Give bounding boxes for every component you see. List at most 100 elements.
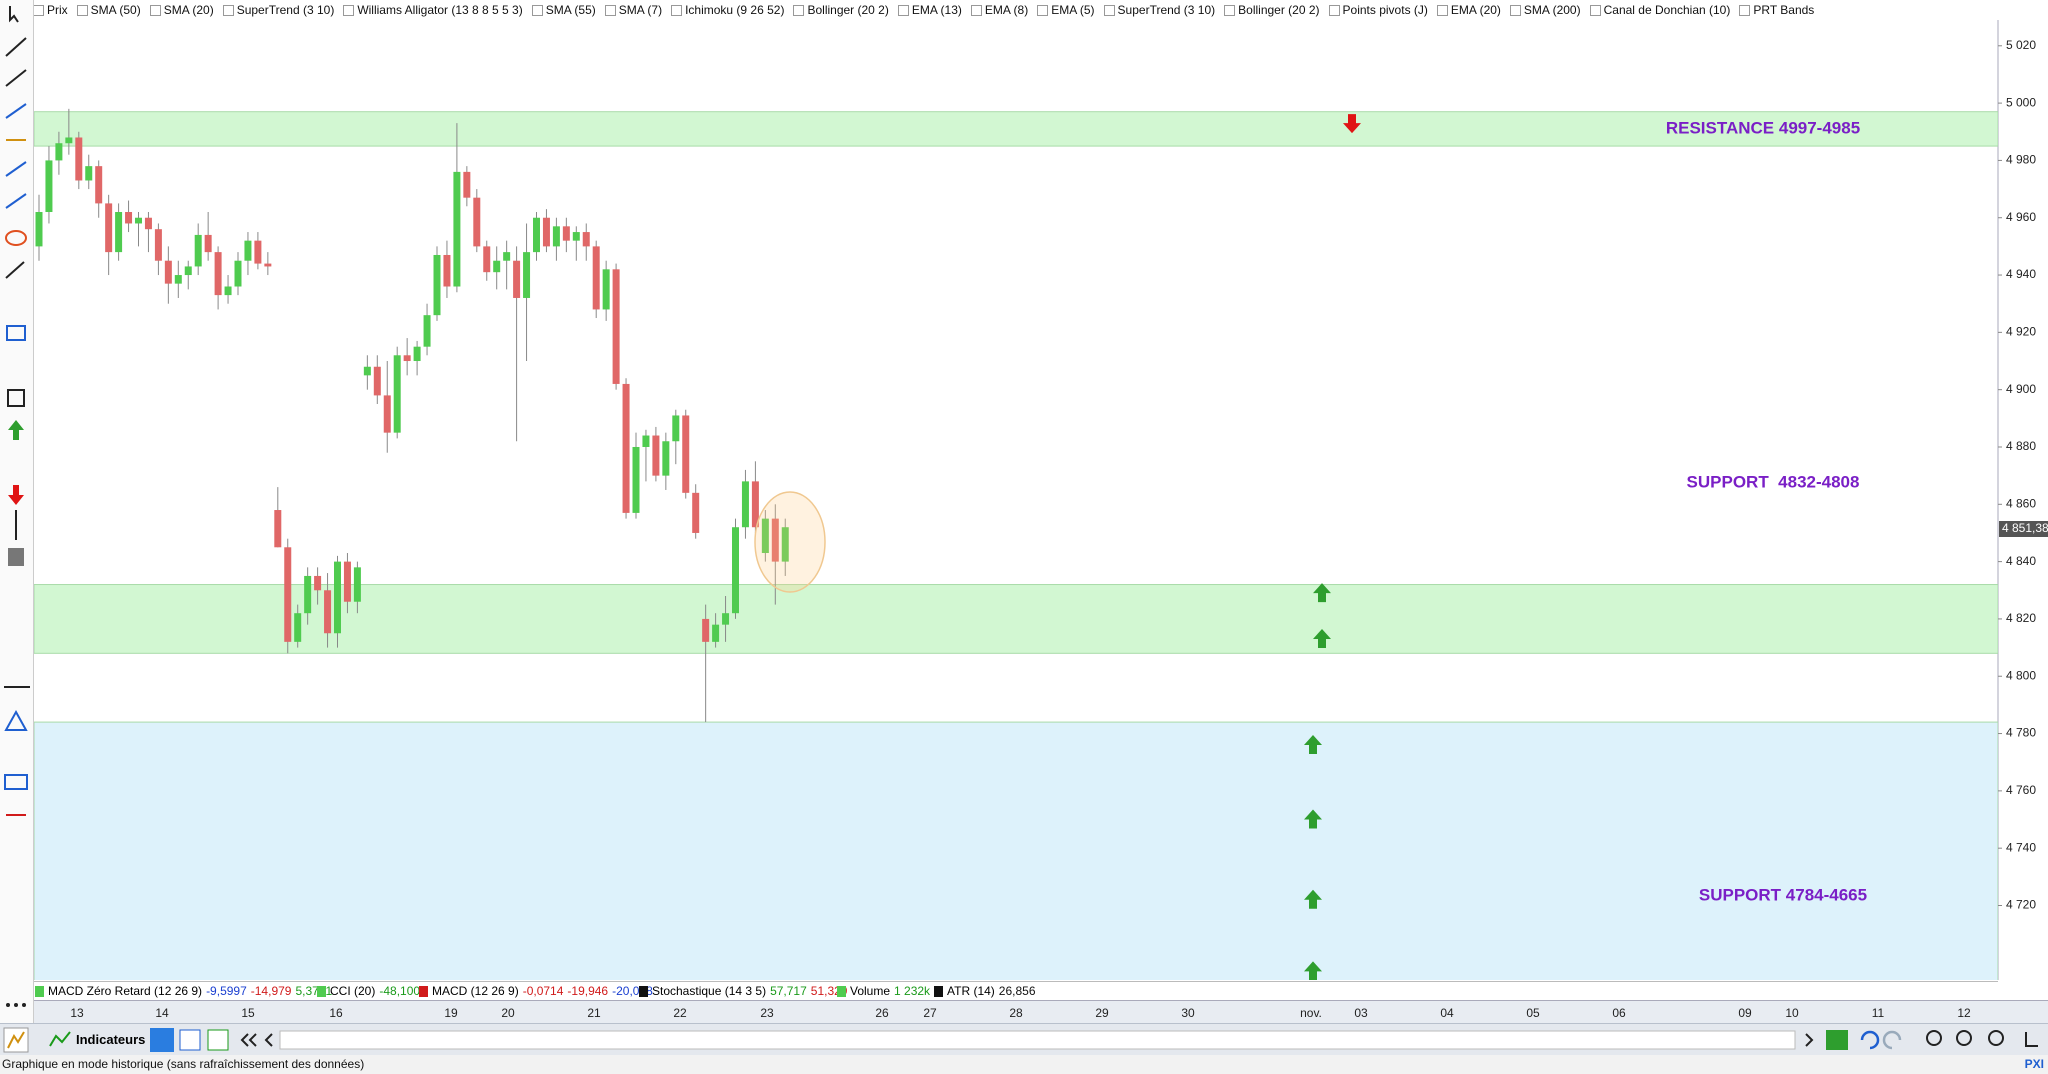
compare-button[interactable] bbox=[207, 1029, 229, 1051]
price-chart: RESISTANCE 4997-4985 SUPPORT 4832-4808 SUP… bbox=[34, 20, 2048, 980]
candle-body bbox=[682, 415, 690, 493]
cursor-tool[interactable] bbox=[9, 6, 19, 23]
down-arrow-tool[interactable] bbox=[8, 485, 24, 505]
candle-body bbox=[75, 137, 83, 181]
indicators-button[interactable]: Indicateurs bbox=[76, 1032, 146, 1047]
indicator-name: MACD Zéro Retard (12 26 9) bbox=[48, 984, 203, 998]
line-tool[interactable] bbox=[5, 37, 27, 57]
candle-body bbox=[314, 575, 322, 591]
zone bbox=[34, 584, 1998, 654]
candle-body bbox=[662, 441, 670, 476]
indicator-name: Stochastique (14 3 5) bbox=[652, 984, 767, 998]
ellipse-tool[interactable] bbox=[5, 230, 27, 246]
fan-tool[interactable] bbox=[5, 161, 27, 177]
plot-area: RESISTANCE 4997-4985 SUPPORT 4832-4808 SUP… bbox=[34, 108, 1998, 980]
legend-item: Ichimoku (9 26 52) bbox=[671, 3, 784, 17]
zoom-out-button[interactable] bbox=[1956, 1030, 1972, 1046]
indicator-value: -19,946 bbox=[567, 984, 609, 998]
x-tick-label: 05 bbox=[1526, 1006, 1540, 1020]
candle-body bbox=[652, 435, 660, 476]
zoom-button[interactable] bbox=[1926, 1030, 1942, 1046]
back-button[interactable] bbox=[264, 1033, 273, 1047]
rewind-button[interactable] bbox=[240, 1033, 257, 1047]
candle-body bbox=[533, 217, 540, 253]
candle-body bbox=[592, 246, 600, 310]
status-badge: PXI bbox=[2024, 1057, 2044, 1071]
candle-body bbox=[184, 266, 192, 276]
drawing-toolbar bbox=[0, 0, 34, 1023]
ray-tool[interactable] bbox=[5, 69, 27, 87]
legend-checkbox bbox=[1037, 4, 1049, 16]
x-tick-label: 03 bbox=[1354, 1006, 1368, 1020]
gann-tool[interactable] bbox=[5, 193, 27, 209]
forward-button[interactable] bbox=[1805, 1033, 1814, 1047]
status-text: Graphique en mode historique (sans rafra… bbox=[2, 1057, 365, 1071]
legend-checkbox bbox=[1739, 4, 1751, 16]
arrow-tool[interactable] bbox=[5, 261, 25, 279]
legend-item: Canal de Donchian (10) bbox=[1589, 3, 1730, 17]
scrollbar[interactable] bbox=[279, 1030, 1796, 1050]
undo-button[interactable] bbox=[1860, 1030, 1880, 1050]
y-tick-label: 4 960 bbox=[2006, 210, 2036, 224]
candle-body bbox=[194, 234, 202, 267]
x-tick-label: 14 bbox=[155, 1006, 169, 1020]
indicator: ATR (14) 26,856 bbox=[934, 984, 1036, 998]
y-tick-label: 4 900 bbox=[2006, 382, 2036, 396]
y-tick-label: 4 980 bbox=[2006, 153, 2036, 167]
candle-body bbox=[144, 217, 152, 230]
trash-tool[interactable] bbox=[8, 548, 24, 566]
indicator-swatch bbox=[934, 985, 943, 997]
candle-body bbox=[254, 240, 262, 264]
candle-body bbox=[55, 143, 63, 161]
indicator-swatch bbox=[419, 985, 428, 997]
channel-tool[interactable] bbox=[5, 103, 27, 119]
candle-body bbox=[403, 355, 411, 362]
x-tick-label: 19 bbox=[444, 1006, 458, 1020]
redo-button[interactable] bbox=[1882, 1030, 1902, 1050]
candle-body bbox=[771, 518, 779, 562]
indicator: CCI (20) -48,100 bbox=[317, 984, 420, 998]
x-tick-label: 20 bbox=[501, 1006, 515, 1020]
percent-tool[interactable] bbox=[4, 774, 28, 790]
axis-button[interactable] bbox=[2025, 1032, 2038, 1047]
candle-body bbox=[125, 212, 133, 224]
more-dot bbox=[14, 1003, 18, 1007]
y-tick-label: 4 780 bbox=[2006, 726, 2036, 740]
zoom-in-button[interactable] bbox=[1988, 1030, 2004, 1046]
candle-body bbox=[294, 613, 302, 642]
indicators-icon bbox=[49, 1031, 71, 1047]
rect-tool[interactable] bbox=[6, 325, 26, 341]
legend-checkbox bbox=[1509, 4, 1521, 16]
zoom-fit-button[interactable] bbox=[1826, 1030, 1848, 1050]
zone bbox=[34, 721, 1998, 980]
candle-body bbox=[612, 269, 620, 384]
legend-label: SMA (20) bbox=[163, 3, 214, 17]
candle-body bbox=[214, 252, 222, 296]
x-tick-label: 23 bbox=[760, 1006, 774, 1020]
legend-item: Prix bbox=[33, 3, 68, 17]
y-tick-label: 5 000 bbox=[2006, 95, 2036, 109]
legend-checkbox bbox=[897, 4, 909, 16]
candle-body bbox=[493, 260, 501, 273]
candle-body bbox=[65, 137, 73, 144]
legend-item: Points pivots (J) bbox=[1328, 3, 1428, 17]
window-button[interactable] bbox=[179, 1029, 201, 1051]
up-arrow-tool[interactable] bbox=[8, 420, 24, 440]
last-price-box bbox=[1999, 521, 2048, 538]
indicator-value: -9,5997 bbox=[206, 984, 247, 998]
triangle-tool[interactable] bbox=[4, 709, 28, 731]
candle-body bbox=[274, 510, 282, 548]
signal-arrow bbox=[1304, 961, 1322, 980]
text-tool[interactable] bbox=[7, 389, 25, 407]
legend-label: SMA (50) bbox=[90, 3, 141, 17]
candle-body bbox=[363, 366, 371, 376]
candle-body bbox=[542, 217, 550, 247]
indicator-value: -14,979 bbox=[250, 984, 292, 998]
legend-item: EMA (20) bbox=[1436, 3, 1501, 17]
share-button[interactable] bbox=[150, 1028, 174, 1052]
legend-item: SMA (7) bbox=[604, 3, 662, 17]
x-tick-label: 09 bbox=[1738, 1006, 1752, 1020]
x-tick-label: 06 bbox=[1612, 1006, 1626, 1020]
candle-body bbox=[503, 252, 511, 261]
indicator-value: 57,717 bbox=[770, 984, 807, 998]
